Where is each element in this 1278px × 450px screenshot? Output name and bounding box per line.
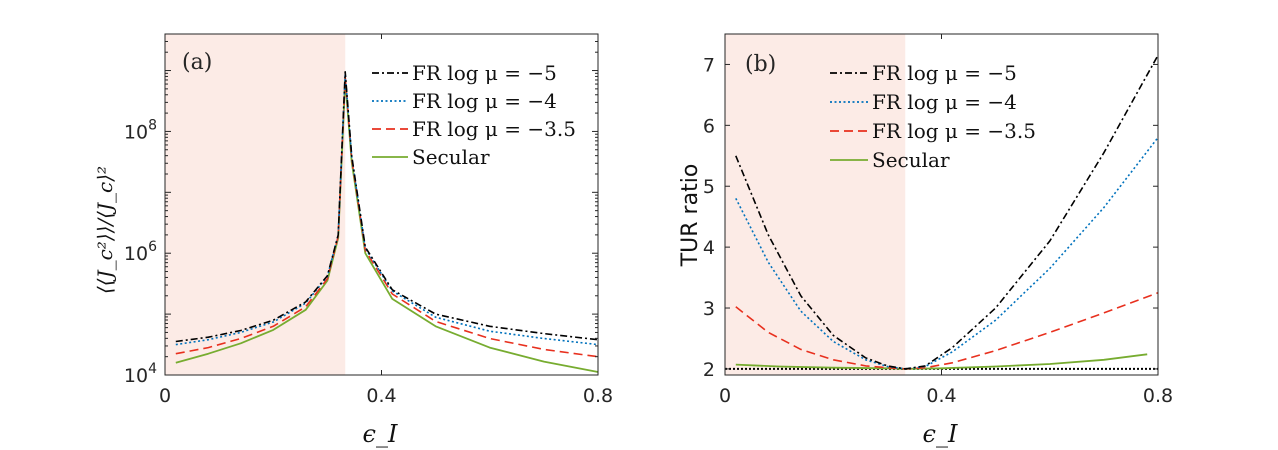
b-legend-label-0: FR log μ = −5 bbox=[872, 61, 1017, 85]
b-legend-label-2: FR log μ = −3.5 bbox=[872, 119, 1036, 143]
panel-a-series bbox=[175, 71, 599, 373]
a-x-tick-label: 0.4 bbox=[366, 385, 396, 407]
b-legend-label-3: Secular bbox=[872, 148, 950, 172]
a-legend-label-0: FR log μ = −5 bbox=[412, 61, 557, 85]
panel-a-y-axis-title: ⟨⟨J_c²⟩⟩/⟨J_c⟩² bbox=[93, 166, 117, 294]
panel-b-axes: 0 0.4 0.8 2 3 4 5 6 7 bbox=[703, 33, 1173, 407]
b-y-tick-label: 4 bbox=[703, 237, 715, 259]
a-legend-label-3: Secular bbox=[412, 145, 490, 169]
panel-b-y-axis-title: TUR ratio bbox=[678, 164, 703, 268]
b-x-tick-label: 0 bbox=[719, 385, 731, 407]
a-y-tick-base: 10 bbox=[124, 243, 148, 265]
a-y-tick-base: 10 bbox=[124, 365, 148, 387]
panel-b-label: (b) bbox=[745, 52, 776, 77]
b-y-tick-label: 2 bbox=[703, 359, 715, 381]
panel-b-shaded-region bbox=[725, 34, 906, 375]
a-y-tick-label: 108 bbox=[124, 117, 157, 143]
b-y-tick-label: 5 bbox=[703, 176, 715, 198]
a-legend-label-1: FR log μ = −4 bbox=[412, 89, 557, 113]
panel-a-x-axis-title: ϵ_I bbox=[363, 420, 398, 448]
b-y-tick-label: 7 bbox=[703, 54, 715, 76]
panel-b-series bbox=[725, 54, 1159, 370]
panel-a-shaded-region bbox=[165, 34, 346, 375]
a-y-tick-exponent: 4 bbox=[148, 361, 157, 377]
a-series-line-0 bbox=[175, 71, 599, 343]
b-legend-label-1: FR log μ = −4 bbox=[872, 90, 1017, 114]
a-y-tick-label: 106 bbox=[124, 239, 157, 265]
b-y-tick-label: 3 bbox=[703, 298, 715, 320]
a-legend-label-2: FR log μ = −3.5 bbox=[412, 117, 576, 141]
a-y-tick-exponent: 8 bbox=[148, 117, 157, 133]
b-x-tick-label: 0.8 bbox=[1143, 385, 1173, 407]
panel-b-legend: FR log μ = −5 FR log μ = −4 FR log μ = −3.… bbox=[830, 61, 1036, 172]
panel-b-x-axis-title: ϵ_I bbox=[923, 420, 958, 448]
a-y-tick-exponent: 6 bbox=[148, 239, 157, 255]
panel-b: 0 0.4 0.8 2 3 4 5 6 7 (b) TUR ratio ϵ_I FR log μ… bbox=[678, 33, 1173, 448]
panel-a-label: (a) bbox=[182, 50, 212, 75]
a-y-tick-label: 104 bbox=[124, 361, 157, 387]
panel-a-legend: FR log μ = −5 FR log μ = −4 FR log μ = −3.… bbox=[372, 61, 576, 169]
b-x-tick-label: 0.4 bbox=[926, 385, 956, 407]
a-y-tick-base: 10 bbox=[124, 121, 148, 143]
a-x-tick-label: 0 bbox=[159, 385, 171, 407]
b-series-line-0 bbox=[735, 54, 1159, 370]
a-x-tick-label: 0.8 bbox=[583, 385, 613, 407]
b-y-tick-label: 6 bbox=[703, 115, 715, 137]
a-series-line-1 bbox=[175, 72, 599, 346]
